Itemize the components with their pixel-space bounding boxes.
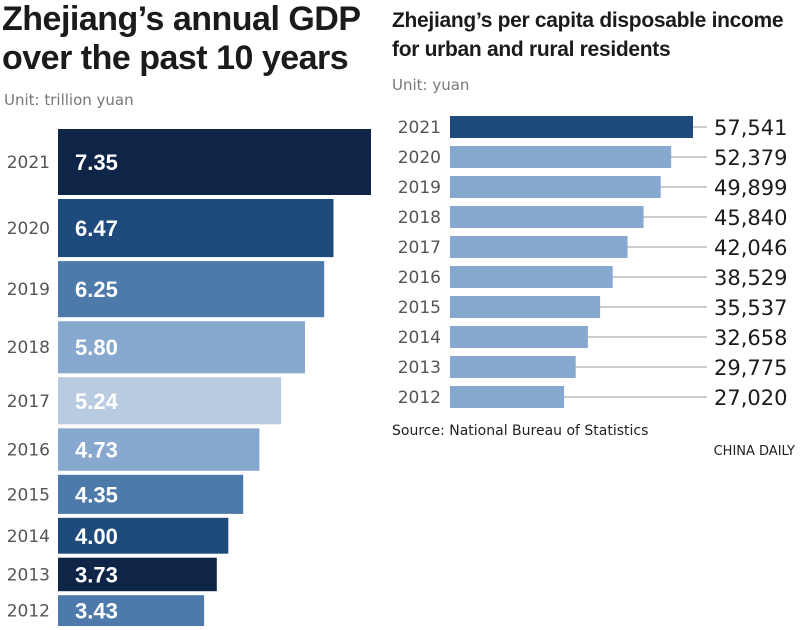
gdp-bar-2015: [58, 474, 244, 514]
income-bar-2014: [450, 326, 588, 348]
gdp-year-label-2021: 2021: [7, 153, 50, 173]
gdp-bar-2020: [58, 199, 334, 258]
gdp-year-label-2019: 2019: [7, 280, 50, 300]
income-bar-2013: [450, 356, 576, 378]
gdp-year-label-2016: 2016: [7, 441, 50, 461]
gdp-value-label-2017: 5.24: [75, 389, 119, 414]
source-note: Source: National Bureau of Statistics: [392, 423, 649, 439]
income-bar-2019: [450, 176, 661, 198]
income-value-label-2018: 45,840: [714, 206, 787, 230]
gdp-bar-2017: [58, 377, 282, 425]
gdp-value-label-2015: 4.35: [75, 482, 118, 507]
income-bar-2017: [450, 236, 628, 258]
gdp-year-label-2020: 2020: [7, 219, 50, 239]
income-bar-2012: [450, 386, 565, 408]
gdp-year-label-2013: 2013: [7, 566, 50, 586]
gdp-bar-2013: [58, 557, 217, 592]
income-year-label-2016: 2016: [398, 268, 441, 288]
income-chart-title: Zhejiang’s per capita disposable income …: [392, 9, 784, 61]
income-year-label-2012: 2012: [398, 388, 441, 408]
income-value-label-2021: 57,541: [714, 116, 787, 140]
income-value-label-2014: 32,658: [714, 326, 787, 350]
gdp-year-label-2012: 2012: [7, 602, 50, 622]
gdp-bar-2019: [58, 261, 325, 318]
income-value-label-2016: 38,529: [714, 266, 787, 290]
gdp-bar-2014: [58, 517, 229, 554]
income-bar-2020: [450, 146, 672, 168]
gdp-value-label-2019: 6.25: [75, 277, 118, 302]
income-year-label-2017: 2017: [398, 238, 441, 258]
income-bar-2021: [450, 116, 693, 138]
income-value-label-2019: 49,899: [714, 176, 787, 200]
income-year-label-2013: 2013: [398, 358, 441, 378]
income-value-label-2020: 52,379: [714, 146, 787, 170]
income-year-label-2021: 2021: [398, 118, 441, 138]
gdp-value-label-2013: 3.73: [75, 563, 118, 588]
income-bar-2018: [450, 206, 644, 228]
income-year-label-2014: 2014: [398, 328, 441, 348]
publisher-credit: CHINA DAILY: [713, 444, 795, 459]
gdp-bar-2018: [58, 321, 305, 374]
income-year-label-2015: 2015: [398, 298, 441, 318]
income-value-label-2012: 27,020: [714, 386, 787, 410]
income-year-label-2020: 2020: [398, 148, 441, 168]
gdp-year-label-2017: 2017: [7, 392, 50, 412]
gdp-year-label-2018: 2018: [7, 338, 50, 358]
gdp-bar-2021: [58, 129, 371, 195]
income-value-label-2015: 35,537: [714, 296, 787, 320]
gdp-value-label-2021: 7.35: [75, 150, 118, 175]
income-year-label-2018: 2018: [398, 208, 441, 228]
gdp-bar-2012: [58, 595, 205, 626]
gdp-chart-title: Zhejiang’s annual GDP over the past 10 y…: [2, 0, 360, 77]
gdp-value-label-2020: 6.47: [75, 216, 118, 241]
income-bar-2015: [450, 296, 601, 318]
income-unit-label: Unit: yuan: [392, 76, 470, 94]
gdp-value-label-2016: 4.73: [75, 438, 118, 463]
gdp-bar-2016: [58, 428, 260, 471]
income-year-label-2019: 2019: [398, 178, 441, 198]
gdp-value-label-2012: 3.43: [75, 599, 118, 624]
gdp-unit-label: Unit: trillion yuan: [4, 91, 134, 109]
gdp-year-label-2014: 2014: [7, 527, 50, 547]
income-bar-2016: [450, 266, 613, 288]
income-value-label-2017: 42,046: [714, 236, 787, 260]
gdp-value-label-2018: 5.80: [75, 335, 118, 360]
income-value-label-2013: 29,775: [714, 356, 787, 380]
gdp-value-label-2014: 4.00: [75, 524, 118, 549]
gdp-year-label-2015: 2015: [7, 485, 50, 505]
